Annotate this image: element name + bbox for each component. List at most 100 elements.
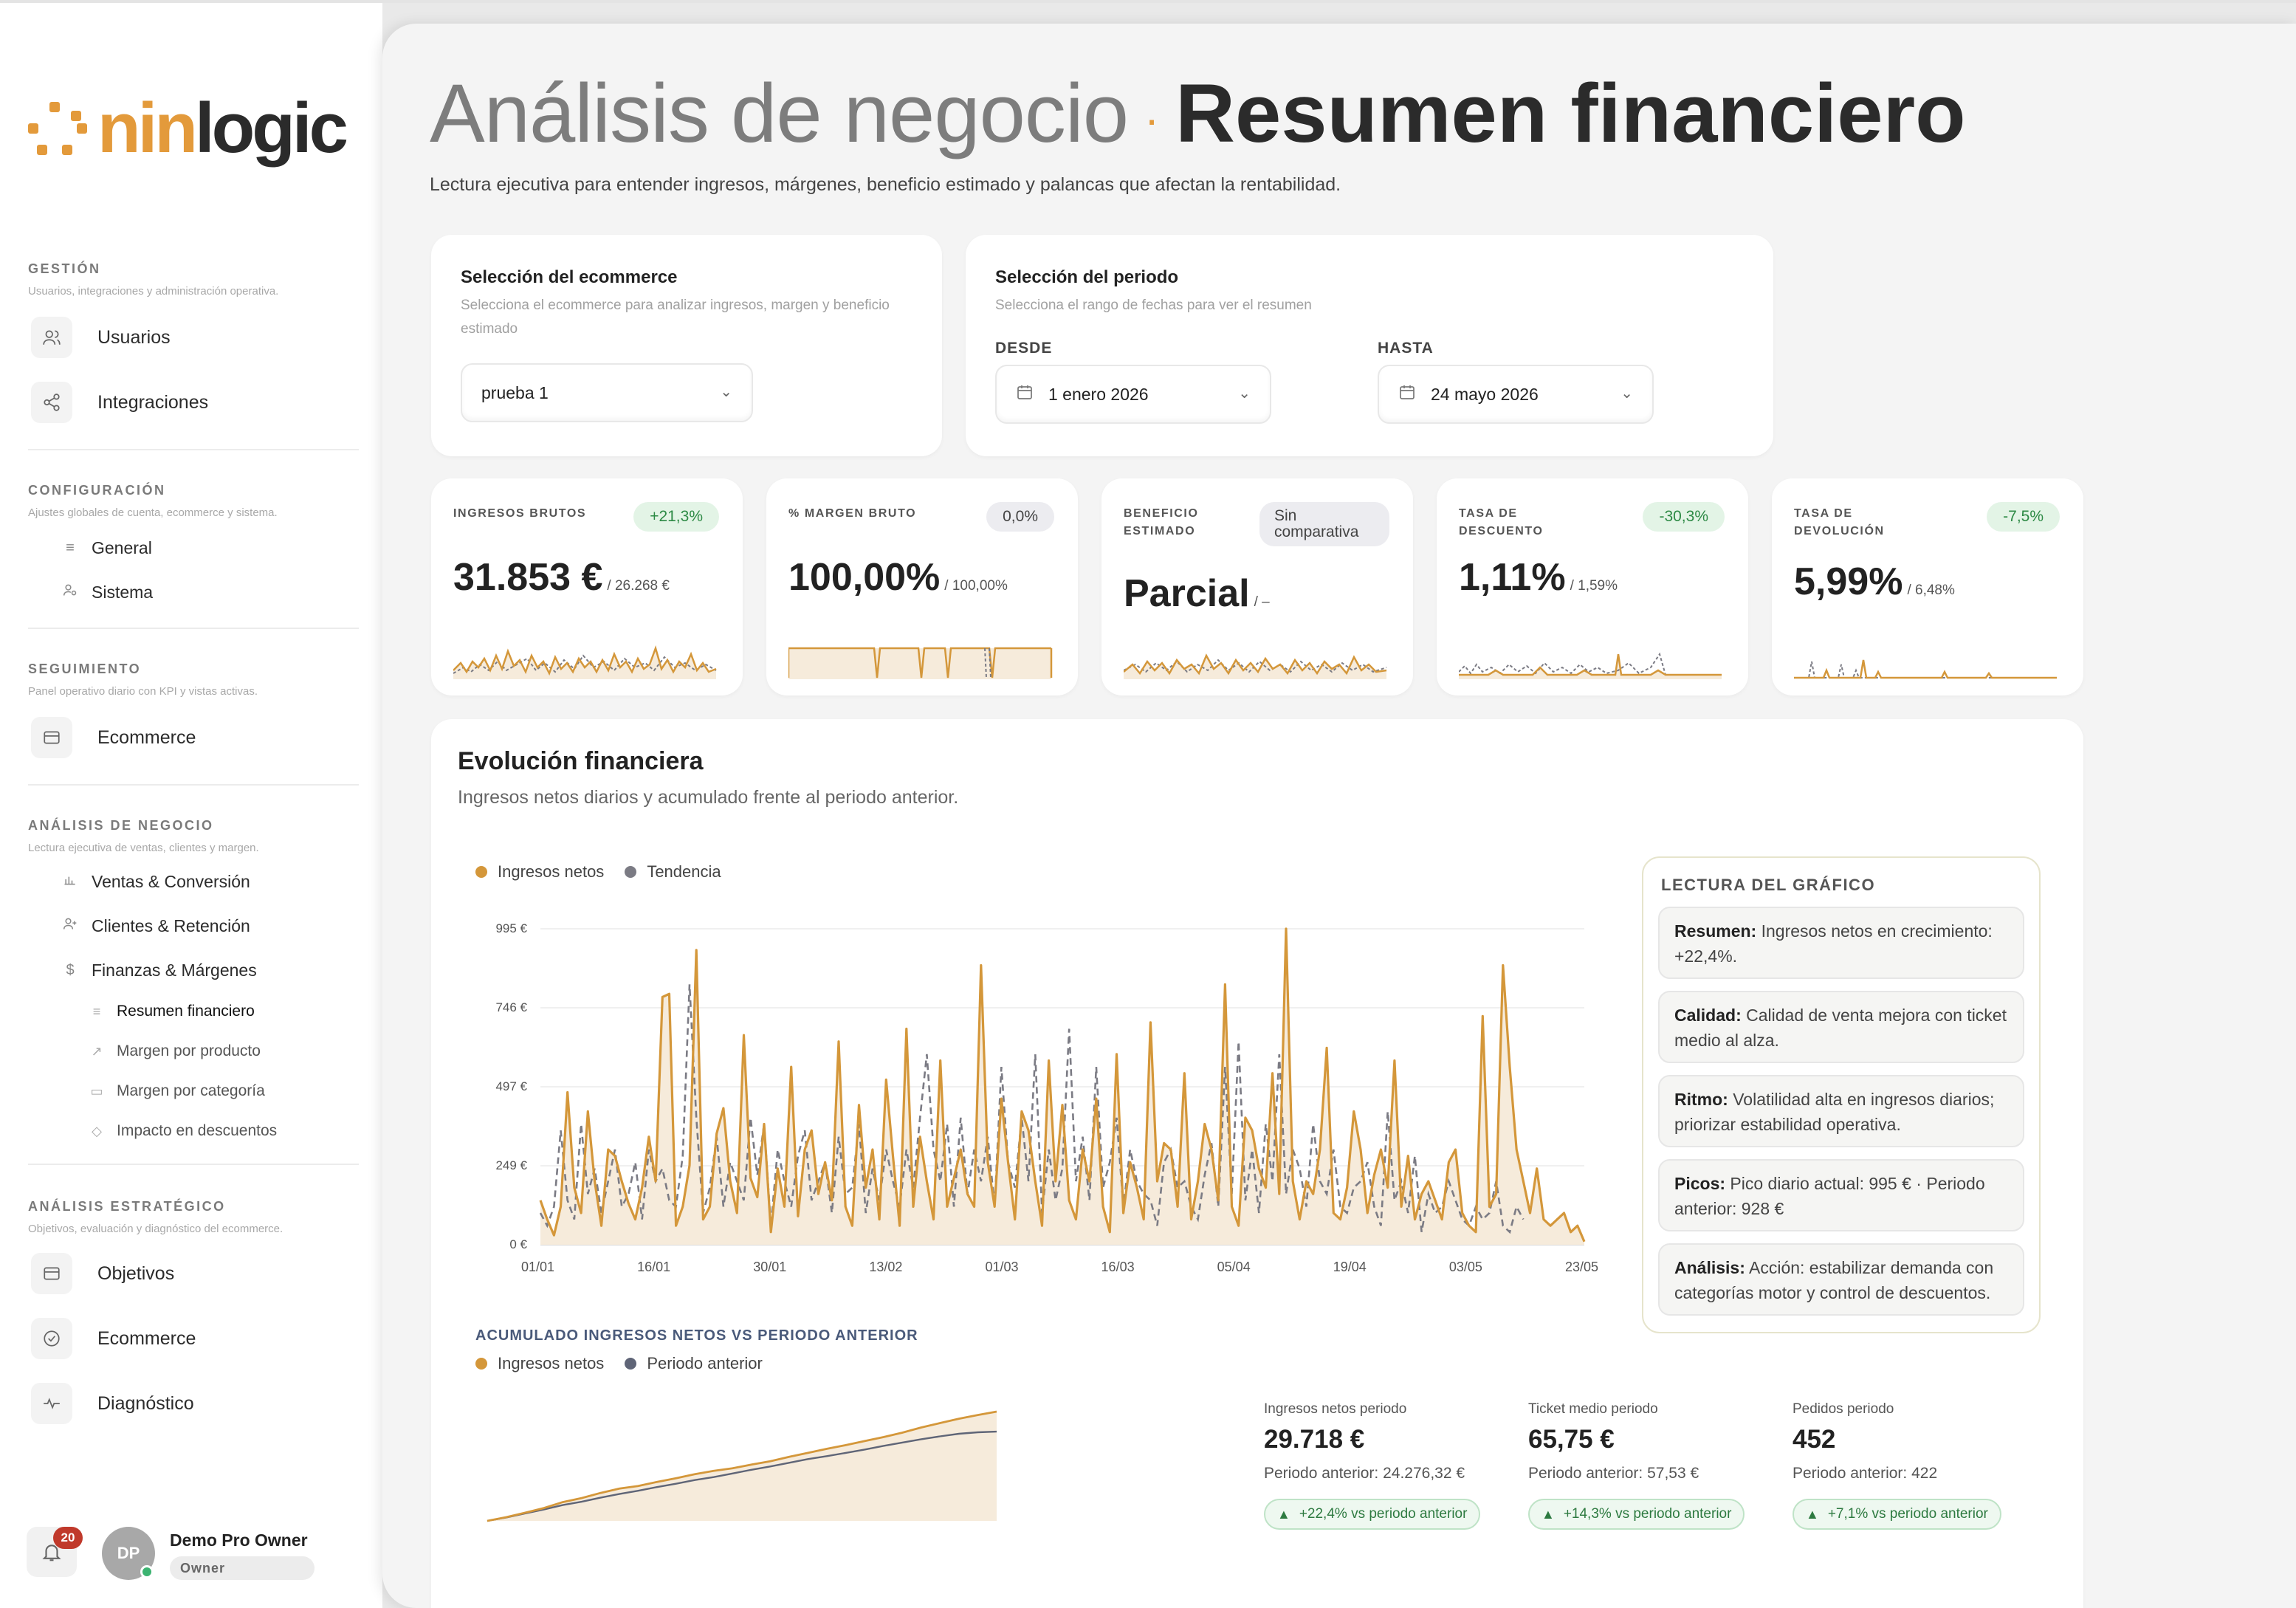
sidebar-item-sistema[interactable]: Sistema (59, 579, 153, 605)
sidebar-item-label: Usuarios (97, 326, 171, 348)
kpi-sparkline (1459, 652, 1722, 679)
sidebar-item-general[interactable]: ≡ General (59, 535, 152, 561)
reading-item: Análisis: Acción: estabilizar demanda co… (1658, 1243, 2024, 1316)
kpi-sparkline (1794, 659, 2057, 679)
sidebar-subitem-impacto-descuentos[interactable]: ◇ Impacto en descuentos (89, 1119, 277, 1143)
section-title-gestion: GESTIÓN (28, 261, 101, 276)
kpi-card-tasa-devolucion[interactable]: TASA DE DEVOLUCIÓN -7,5% 5,99% / 6,48% (1772, 478, 2083, 695)
from-label: DESDE (995, 340, 1053, 357)
sparkline-line (788, 647, 1053, 678)
legend-item-ingresos[interactable]: Ingresos netos (475, 1354, 604, 1373)
brand-logo[interactable]: ninlogic (22, 93, 348, 164)
accumulated-line-periodo-anterior[interactable] (487, 1430, 997, 1522)
kpi-card-margen-bruto[interactable]: % MARGEN BRUTO 0,0% 100,00%/ 100,00% (766, 478, 1078, 695)
sparkline-trend (1794, 661, 2057, 678)
kpi-label: % MARGEN BRUTO (788, 507, 917, 520)
sidebar-item-usuarios[interactable]: Usuarios (31, 316, 171, 359)
y-tick-label: 249 € (495, 1158, 527, 1172)
sidebar-subitem-margen-producto[interactable]: ↗ Margen por producto (89, 1040, 261, 1063)
logo-text-part2: logic (194, 89, 348, 168)
reading-item: Ritmo: Volatilidad alta en ingresos diar… (1658, 1075, 2024, 1147)
sidebar-item-ecommerce-estrategico[interactable]: Ecommerce (31, 1317, 196, 1360)
chevron-down-icon: ⌄ (1238, 385, 1251, 402)
triangle-up-icon: ▲ (1806, 1506, 1819, 1522)
legend-swatch (625, 1358, 637, 1370)
series-line-ingresos[interactable] (539, 927, 1586, 1243)
stat-change-text: +7,1% vs periodo anterior (1827, 1506, 1988, 1522)
bell-icon (42, 1545, 61, 1561)
stat-change-text: +14,3% vs periodo anterior (1563, 1506, 1732, 1522)
sidebar-subitem-resumen-financiero[interactable]: ≡ Resumen financiero (89, 1000, 255, 1023)
series-line-tendencia[interactable] (539, 984, 1525, 1234)
sidebar-item-integraciones[interactable]: Integraciones (31, 381, 208, 424)
logo-text: ninlogic (97, 93, 348, 164)
card-icon (31, 717, 72, 758)
kpi-previous: / 26.268 € (607, 578, 670, 594)
section-desc-gestion: Usuarios, integraciones y administración… (28, 285, 279, 298)
trend-up-icon: ↗ (91, 1043, 103, 1059)
ecommerce-select-value: prueba 1 (481, 382, 549, 402)
stat-label: Ingresos netos periodo (1264, 1401, 1407, 1417)
kpi-change-badge: Sin comparativa (1259, 502, 1389, 546)
sidebar-item-finanzas[interactable]: $ Finanzas & Márgenes (59, 957, 256, 983)
sparkline-line (453, 645, 717, 676)
bar-chart-icon (59, 872, 81, 891)
stat-value: 452 (1793, 1425, 1836, 1454)
ecommerce-selector-card: Selección del ecommerce Selecciona el ec… (431, 235, 942, 456)
sidebar-item-ventas[interactable]: Ventas & Conversión (59, 868, 250, 895)
sidebar-divider (28, 628, 359, 629)
kpi-label: TASA DE DESCUENTO (1459, 507, 1544, 537)
sidebar-item-ecommerce-seguimiento[interactable]: Ecommerce (31, 716, 196, 759)
kpi-card-beneficio-estimado[interactable]: BENEFICIO ESTIMADO Sin comparativa Parci… (1101, 478, 1413, 695)
period-selector-card: Selección del periodo Selecciona el rang… (966, 235, 1773, 456)
reading-item: Resumen: Ingresos netos en crecimiento: … (1658, 907, 2024, 979)
legend-label: Ingresos netos (498, 1354, 605, 1372)
ecommerce-select[interactable]: prueba 1 ⌄ (461, 363, 753, 422)
stat-change-badge: ▲ +14,3% vs periodo anterior (1528, 1499, 1745, 1530)
section-desc-analisis-negocio: Lectura ejecutiva de ventas, clientes y … (28, 842, 259, 854)
sidebar-divider (28, 784, 359, 786)
sidebar-item-label: Impacto en descuentos (117, 1122, 278, 1139)
sparkline-line (1124, 653, 1387, 676)
sidebar-subitem-margen-categoria[interactable]: ▭ Margen por categoría (89, 1079, 264, 1103)
accumulated-line-ingresos[interactable] (487, 1410, 997, 1522)
stat-change-badge: ▲ +22,4% vs periodo anterior (1264, 1499, 1481, 1530)
shield-check-icon (31, 1318, 72, 1359)
kpi-change-badge: +21,3% (633, 502, 719, 532)
sidebar-item-objetivos[interactable]: Objetivos (31, 1252, 174, 1295)
sidebar-divider (28, 1164, 359, 1165)
legend-item-ingresos[interactable]: Ingresos netos (475, 862, 604, 882)
kpi-card-ingresos-brutos[interactable]: INGRESOS BRUTOS +21,3% 31.853 €/ 26.268 … (431, 478, 743, 695)
kpi-label: INGRESOS BRUTOS (453, 507, 587, 520)
card-title: Selección del ecommerce (461, 267, 678, 287)
list-icon: ≡ (66, 539, 75, 556)
from-date-picker[interactable]: 1 enero 2026 ⌄ (995, 365, 1271, 424)
logo-text-part1: nin (97, 89, 198, 168)
y-tick-label: 0 € (509, 1237, 527, 1251)
kpi-sparkline (1124, 653, 1387, 679)
sidebar-item-label: Clientes & Retención (92, 915, 250, 935)
kpi-card-tasa-descuento[interactable]: TASA DE DESCUENTO -30,3% 1,11%/ 1,59% (1437, 478, 1748, 695)
page-title-main: Resumen financiero (1175, 67, 1966, 159)
card-description: Selecciona el rango de fechas para ver e… (995, 298, 1312, 313)
sidebar-item-label: Ecommerce (97, 1327, 196, 1349)
to-date-picker[interactable]: 24 mayo 2026 ⌄ (1378, 365, 1654, 424)
sparkline-line (1794, 659, 2057, 679)
sparkline-fill (1124, 656, 1386, 679)
legend-label: Periodo anterior (647, 1354, 763, 1372)
sparkline-fill (453, 648, 716, 679)
sidebar-item-label: Resumen financiero (117, 1003, 255, 1020)
stat-change-text: +22,4% vs periodo anterior (1299, 1506, 1468, 1522)
sidebar-item-clientes[interactable]: Clientes & Retención (59, 913, 250, 939)
legend-item-tendencia[interactable]: Tendencia (625, 862, 721, 882)
x-tick-label: 05/04 (1217, 1260, 1251, 1274)
from-date-value: 1 enero 2026 (1048, 384, 1149, 404)
sidebar-item-label: Integraciones (97, 391, 209, 413)
sidebar-item-label: General (92, 537, 152, 557)
user-name[interactable]: Demo Pro Owner (170, 1530, 308, 1550)
sidebar-item-diagnostico[interactable]: Diagnóstico (31, 1382, 194, 1425)
reading-item-key: Calidad: (1674, 1006, 1742, 1025)
calendar-icon (1016, 383, 1034, 405)
legend-item-periodo-anterior[interactable]: Periodo anterior (625, 1354, 763, 1373)
